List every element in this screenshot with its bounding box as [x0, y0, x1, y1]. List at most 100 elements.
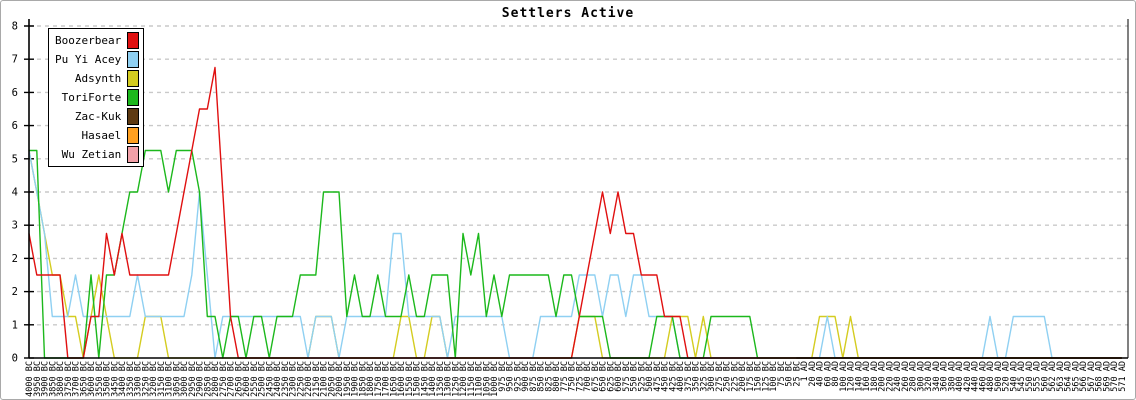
x-tick-label: 1900 BC [351, 361, 361, 397]
x-tick-label: 569 AD [1102, 361, 1112, 392]
x-tick-label: 2800 BC [211, 361, 221, 397]
x-tick-label: 300 BC [707, 361, 717, 392]
x-tick-label: 280 AD [909, 361, 919, 392]
x-tick-label: 700 BC [583, 361, 593, 392]
x-tick-label: 2550 BC [250, 361, 260, 397]
legend-item: Hasael [55, 126, 140, 145]
x-tick-label: 1850 BC [358, 361, 368, 397]
legend-player-name: Hasael [81, 129, 122, 142]
x-tick-label: 564 AD [1064, 361, 1074, 392]
legend-color-swatch [127, 32, 140, 49]
legend-player-name: Pu Yi Acey [55, 53, 122, 66]
x-tick-label: 480 AD [986, 361, 996, 392]
x-tick-label: 400 AD [955, 361, 965, 392]
x-tick-label: 2450 BC [265, 361, 275, 397]
legend-player-name: Zac-Kuk [74, 110, 122, 123]
x-tick-label: 2100 BC [320, 361, 330, 397]
x-tick-label: 460 AD [978, 361, 988, 392]
x-tick-label: 925 BC [513, 361, 523, 392]
x-tick-label: 80 AD [831, 361, 841, 387]
x-tick-label: 1 AD [800, 361, 810, 381]
x-tick-label: 3250 BC [141, 361, 151, 397]
legend-color-swatch [127, 127, 140, 144]
x-tick-label: 3700 BC [72, 361, 82, 397]
x-tick-label: 600 BC [614, 361, 624, 392]
x-tick-label: 560 AD [1040, 361, 1050, 392]
y-tick-label: 2 [12, 253, 18, 265]
x-tick-label: 275 BC [715, 361, 725, 392]
x-tick-label: 1200 BC [459, 361, 469, 397]
x-tick-label: 100 AD [839, 361, 849, 392]
gridlines [29, 25, 1128, 326]
series-line-boozerbear [28, 66, 1122, 359]
y-tick-label: 6 [12, 87, 18, 99]
legend-item: ToriForte [55, 88, 140, 107]
x-tick-label: 1400 BC [428, 361, 438, 397]
x-tick-label: 3000 BC [180, 361, 190, 397]
x-tick-label: 40 AD [816, 361, 826, 387]
x-tick-label: 555 AD [1033, 361, 1043, 392]
x-tick-label: 975 BC [498, 361, 508, 392]
x-tick-label: 450 BC [661, 361, 671, 392]
x-tick-label: 360 AD [940, 361, 950, 392]
x-tick-label: 200 AD [878, 361, 888, 392]
x-tick-label: 875 BC [529, 361, 539, 392]
x-tick-label: 675 BC [591, 361, 601, 392]
x-tick-label: 375 BC [684, 361, 694, 392]
x-tick-label: 3850 BC [48, 361, 58, 397]
x-tick-label: 1750 BC [374, 361, 384, 397]
x-tick-label: 2300 BC [289, 361, 299, 397]
x-tick-label: 525 BC [637, 361, 647, 392]
x-tick-label: 1800 BC [366, 361, 376, 397]
x-tick-label: 2200 BC [304, 361, 314, 397]
x-tick-label: 350 BC [692, 361, 702, 392]
x-tick-label: 2000 BC [335, 361, 345, 397]
legend-color-swatch [127, 89, 140, 106]
x-tick-label: 800 BC [552, 361, 562, 392]
y-tick-label: 8 [12, 21, 18, 33]
x-tick-label: 3900 BC [41, 361, 51, 397]
x-tick-label: 1950 BC [343, 361, 353, 397]
x-tick-label: 3550 BC [95, 361, 105, 397]
series-lines [28, 66, 1122, 359]
x-tick-label: 2250 BC [296, 361, 306, 397]
y-tick-label: 6 [12, 120, 18, 132]
x-tick-label: 2950 BC [188, 361, 198, 397]
x-tick-label: 900 BC [521, 361, 531, 392]
legend-color-swatch [127, 51, 140, 68]
x-tick-label: 50 BC [785, 361, 795, 387]
series-line-pu_yi_acey [28, 150, 1122, 359]
x-tick-label: 160 AD [862, 361, 872, 392]
x-tick-label: 440 AD [971, 361, 981, 392]
x-tick-label: 2400 BC [273, 361, 283, 397]
x-tick-label: 240 AD [893, 361, 903, 392]
series-line-adsynth [28, 150, 1122, 359]
x-tick-label: 260 AD [901, 361, 911, 392]
x-tick-label: 150 BC [754, 361, 764, 392]
x-tick-label: 380 AD [947, 361, 957, 392]
x-tick-label: 520 AD [1002, 361, 1012, 392]
legend-color-swatch [127, 108, 140, 125]
legend-item: Boozerbear [55, 31, 140, 50]
legend-item: Wu Zetian [55, 145, 140, 164]
chart-title: Settlers Active [501, 6, 635, 21]
x-tick-label: 1700 BC [382, 361, 392, 397]
x-tick-label: 100 BC [769, 361, 779, 392]
x-tick-label: 2900 BC [196, 361, 206, 397]
x-tick-label: 825 BC [544, 361, 554, 392]
x-tick-label: 340 AD [932, 361, 942, 392]
legend-item: Zac-Kuk [55, 107, 140, 126]
x-tick-label: 650 BC [599, 361, 609, 392]
x-tick-label: 3600 BC [87, 361, 97, 397]
x-tick-label: 140 AD [854, 361, 864, 392]
x-tick-label: 950 BC [506, 361, 516, 392]
x-tick-label: 3050 BC [172, 361, 182, 397]
legend-color-swatch [127, 146, 140, 163]
x-tick-label: 325 BC [699, 361, 709, 392]
x-tick-label: 250 BC [723, 361, 733, 392]
x-tick-label: 775 BC [560, 361, 570, 392]
x-tick-label: 475 BC [653, 361, 663, 392]
x-tick-label: 300 AD [916, 361, 926, 392]
x-tick-label: 180 AD [870, 361, 880, 392]
